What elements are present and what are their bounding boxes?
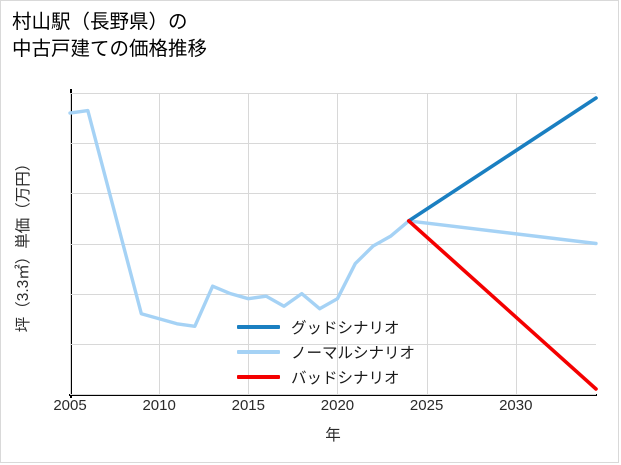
legend-label: グッドシナリオ (291, 319, 400, 337)
gridline-x-2005 (70, 93, 71, 394)
legend-label: バッドシナリオ (291, 369, 400, 387)
gridline-x-2010 (159, 93, 161, 394)
plot-area: 26272829303132 200520102015202020252030 … (15, 89, 598, 444)
chart-legend: グッドシナリオ ノーマルシナリオ バッドシナリオ (237, 314, 437, 389)
gridline-y-31 (70, 143, 596, 145)
gridline-y-29 (70, 243, 596, 245)
legend-label: ノーマルシナリオ (291, 344, 416, 362)
gridline-x-2025 (426, 93, 428, 394)
legend-swatch-icon (237, 324, 280, 329)
x-tick-label-2010: 2010 (142, 397, 176, 414)
legend-swatch-icon (237, 374, 280, 379)
x-tick-label-2030: 2030 (499, 397, 533, 414)
gridline-y-28 (70, 293, 596, 295)
gridline-y-30 (70, 193, 596, 195)
x-tick-label-2015: 2015 (231, 397, 265, 414)
legend-item-1[interactable]: ノーマルシナリオ (237, 339, 437, 364)
gridline-x-2015 (248, 93, 250, 394)
chart-title: 村山駅（長野県）の 中古戸建ての価格推移 (12, 9, 207, 63)
line-good-scenario (406, 96, 598, 223)
line-bad-scenario (406, 219, 598, 391)
gridline-y-26 (70, 394, 596, 395)
x-tick-label-2025: 2025 (409, 397, 444, 414)
y-axis-label: 坪（3.3㎡）単価（万円） (15, 155, 32, 332)
legend-item-2[interactable]: バッドシナリオ (237, 364, 437, 389)
gridline-x-2030 (515, 93, 517, 394)
legend-item-0[interactable]: グッドシナリオ (237, 314, 437, 339)
chart-title-line-2: 中古戸建ての価格推移 (12, 38, 208, 60)
series-lines (68, 96, 598, 391)
gridline-y-32 (70, 93, 596, 94)
legend-swatch-icon (237, 349, 280, 354)
chart-title-line-1: 村山駅（長野県）の (12, 11, 188, 33)
gridline-x-2020 (337, 93, 339, 394)
gridline-y-27 (70, 343, 596, 345)
x-tick-label-2020: 2020 (320, 397, 355, 414)
x-axis-line (69, 394, 597, 396)
x-axis-label: 年 (325, 427, 341, 444)
line-normal-scenario (68, 108, 598, 328)
x-tick-label-2005: 2005 (53, 397, 87, 414)
